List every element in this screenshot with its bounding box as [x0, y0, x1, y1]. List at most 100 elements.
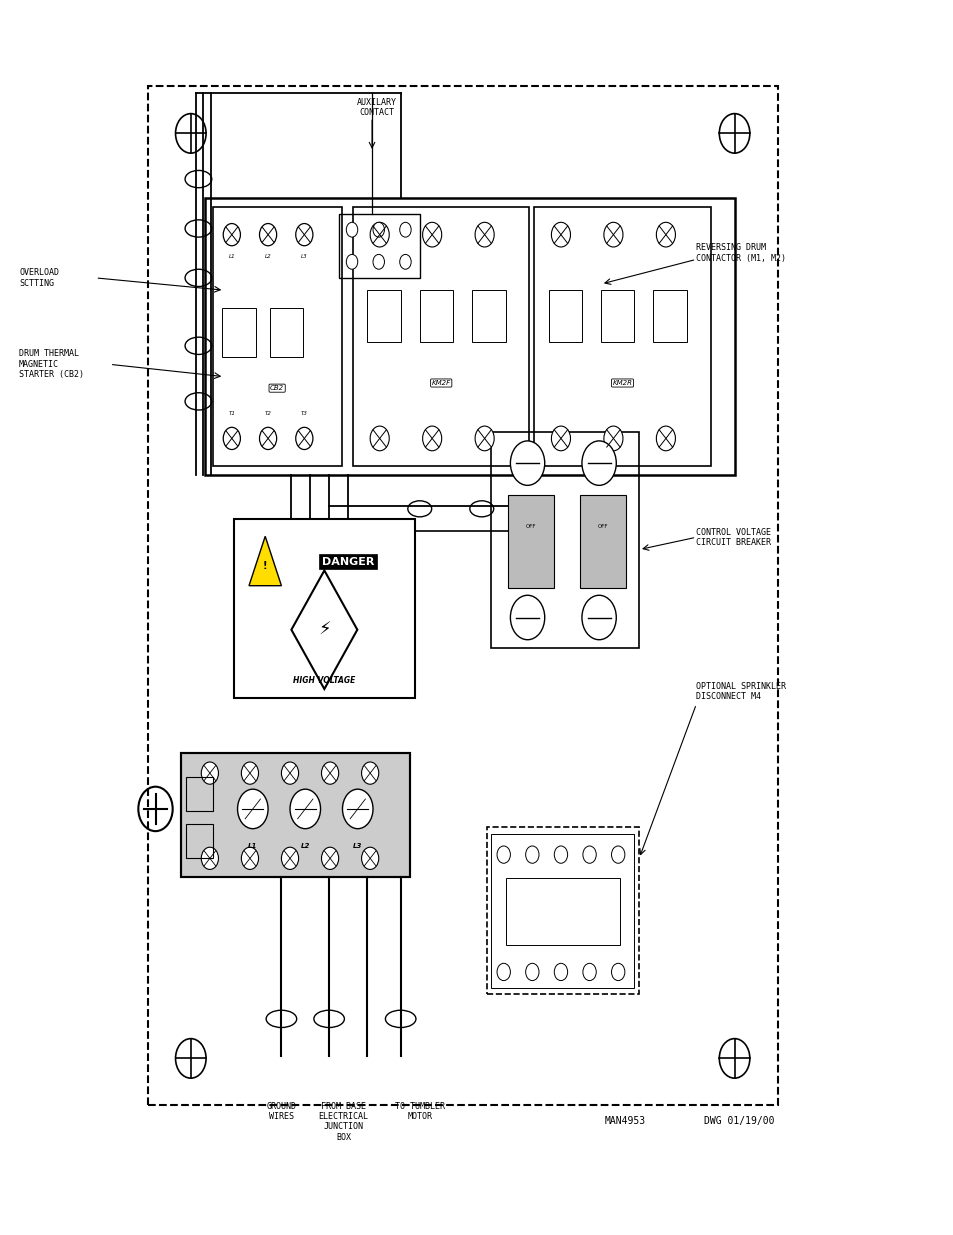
Text: OFF: OFF — [525, 524, 537, 529]
Circle shape — [361, 762, 378, 784]
Polygon shape — [291, 571, 357, 689]
Circle shape — [510, 595, 544, 640]
Text: L1: L1 — [248, 844, 257, 848]
Bar — [353, 207, 529, 466]
Bar — [148, 86, 777, 1105]
Circle shape — [497, 963, 510, 981]
Text: T3: T3 — [300, 411, 308, 416]
Bar — [600, 290, 634, 342]
Circle shape — [475, 222, 494, 247]
Text: KM2F: KM2F — [431, 380, 451, 387]
Text: AUXILARY
CONTACT: AUXILARY CONTACT — [356, 98, 396, 117]
Bar — [508, 495, 554, 588]
Circle shape — [241, 762, 258, 784]
Circle shape — [611, 963, 624, 981]
Circle shape — [370, 222, 389, 247]
Circle shape — [603, 426, 622, 451]
Bar — [548, 290, 581, 342]
Text: L2: L2 — [265, 254, 271, 259]
Circle shape — [554, 846, 567, 863]
Circle shape — [581, 441, 616, 485]
Bar — [472, 290, 505, 342]
Circle shape — [237, 789, 268, 829]
Circle shape — [399, 222, 411, 237]
Text: OPTIONAL SPRINKLER
DISCONNECT M4: OPTIONAL SPRINKLER DISCONNECT M4 — [696, 682, 785, 701]
Text: ⚡: ⚡ — [317, 621, 331, 638]
Circle shape — [223, 224, 240, 246]
Circle shape — [201, 847, 218, 869]
Text: DRUM THERMAL
MAGNETIC
STARTER (CB2): DRUM THERMAL MAGNETIC STARTER (CB2) — [19, 350, 84, 379]
Circle shape — [201, 762, 218, 784]
Text: OVERLOAD
SCTTING: OVERLOAD SCTTING — [19, 268, 59, 288]
Circle shape — [281, 847, 298, 869]
Circle shape — [603, 222, 622, 247]
Text: MAN4953: MAN4953 — [603, 1116, 645, 1126]
Text: !: ! — [263, 561, 267, 571]
Bar — [491, 432, 639, 648]
Bar — [233, 519, 415, 698]
Bar — [367, 290, 400, 342]
Circle shape — [346, 254, 357, 269]
Circle shape — [422, 426, 441, 451]
Circle shape — [582, 846, 596, 863]
Text: CB2: CB2 — [270, 385, 284, 391]
Circle shape — [223, 427, 240, 450]
Bar — [505, 878, 619, 945]
Text: L2: L2 — [300, 844, 310, 848]
Circle shape — [361, 847, 378, 869]
Circle shape — [510, 441, 544, 485]
Circle shape — [259, 427, 276, 450]
Text: L1: L1 — [229, 254, 234, 259]
Circle shape — [346, 222, 357, 237]
Circle shape — [475, 426, 494, 451]
Text: TO TUMBLER
MOTOR: TO TUMBLER MOTOR — [395, 1102, 444, 1121]
Circle shape — [656, 426, 675, 451]
Bar — [213, 207, 341, 466]
Bar — [534, 207, 710, 466]
Circle shape — [582, 963, 596, 981]
Circle shape — [281, 762, 298, 784]
Bar — [491, 834, 634, 988]
Bar — [579, 495, 625, 588]
Polygon shape — [249, 536, 281, 585]
Text: T1: T1 — [228, 411, 235, 416]
Circle shape — [241, 847, 258, 869]
Circle shape — [321, 847, 338, 869]
Text: L3: L3 — [301, 254, 307, 259]
Text: REVERSING DRUM
CONTACTOR (M1, M2): REVERSING DRUM CONTACTOR (M1, M2) — [696, 243, 785, 263]
Circle shape — [370, 426, 389, 451]
Text: OFF: OFF — [597, 524, 608, 529]
Bar — [653, 290, 686, 342]
Circle shape — [373, 254, 384, 269]
Text: CONTROL VOLTAGE
CIRCUIT BREAKER: CONTROL VOLTAGE CIRCUIT BREAKER — [696, 527, 771, 547]
Circle shape — [497, 846, 510, 863]
Bar — [186, 824, 213, 858]
Circle shape — [373, 222, 384, 237]
Text: T2: T2 — [264, 411, 272, 416]
Text: KM2R: KM2R — [612, 380, 632, 387]
Bar — [222, 308, 255, 357]
Circle shape — [295, 224, 313, 246]
Text: DANGER: DANGER — [321, 557, 374, 567]
Circle shape — [611, 846, 624, 863]
Text: FROM BASE
ELECTRICAL
JUNCTION
BOX: FROM BASE ELECTRICAL JUNCTION BOX — [318, 1102, 368, 1142]
Circle shape — [656, 222, 675, 247]
Bar — [270, 308, 303, 357]
Circle shape — [290, 789, 320, 829]
Bar — [205, 198, 734, 475]
Circle shape — [581, 595, 616, 640]
Bar — [338, 214, 419, 278]
Circle shape — [422, 222, 441, 247]
Text: DWG 01/19/00: DWG 01/19/00 — [703, 1116, 774, 1126]
Circle shape — [342, 789, 373, 829]
Circle shape — [554, 963, 567, 981]
Text: GROUND
WIRES: GROUND WIRES — [266, 1102, 296, 1121]
Circle shape — [525, 846, 538, 863]
Circle shape — [525, 963, 538, 981]
Circle shape — [321, 762, 338, 784]
Text: HIGH VOLTAGE: HIGH VOLTAGE — [293, 676, 355, 685]
Circle shape — [551, 426, 570, 451]
Circle shape — [259, 224, 276, 246]
Circle shape — [295, 427, 313, 450]
Bar — [181, 753, 410, 877]
